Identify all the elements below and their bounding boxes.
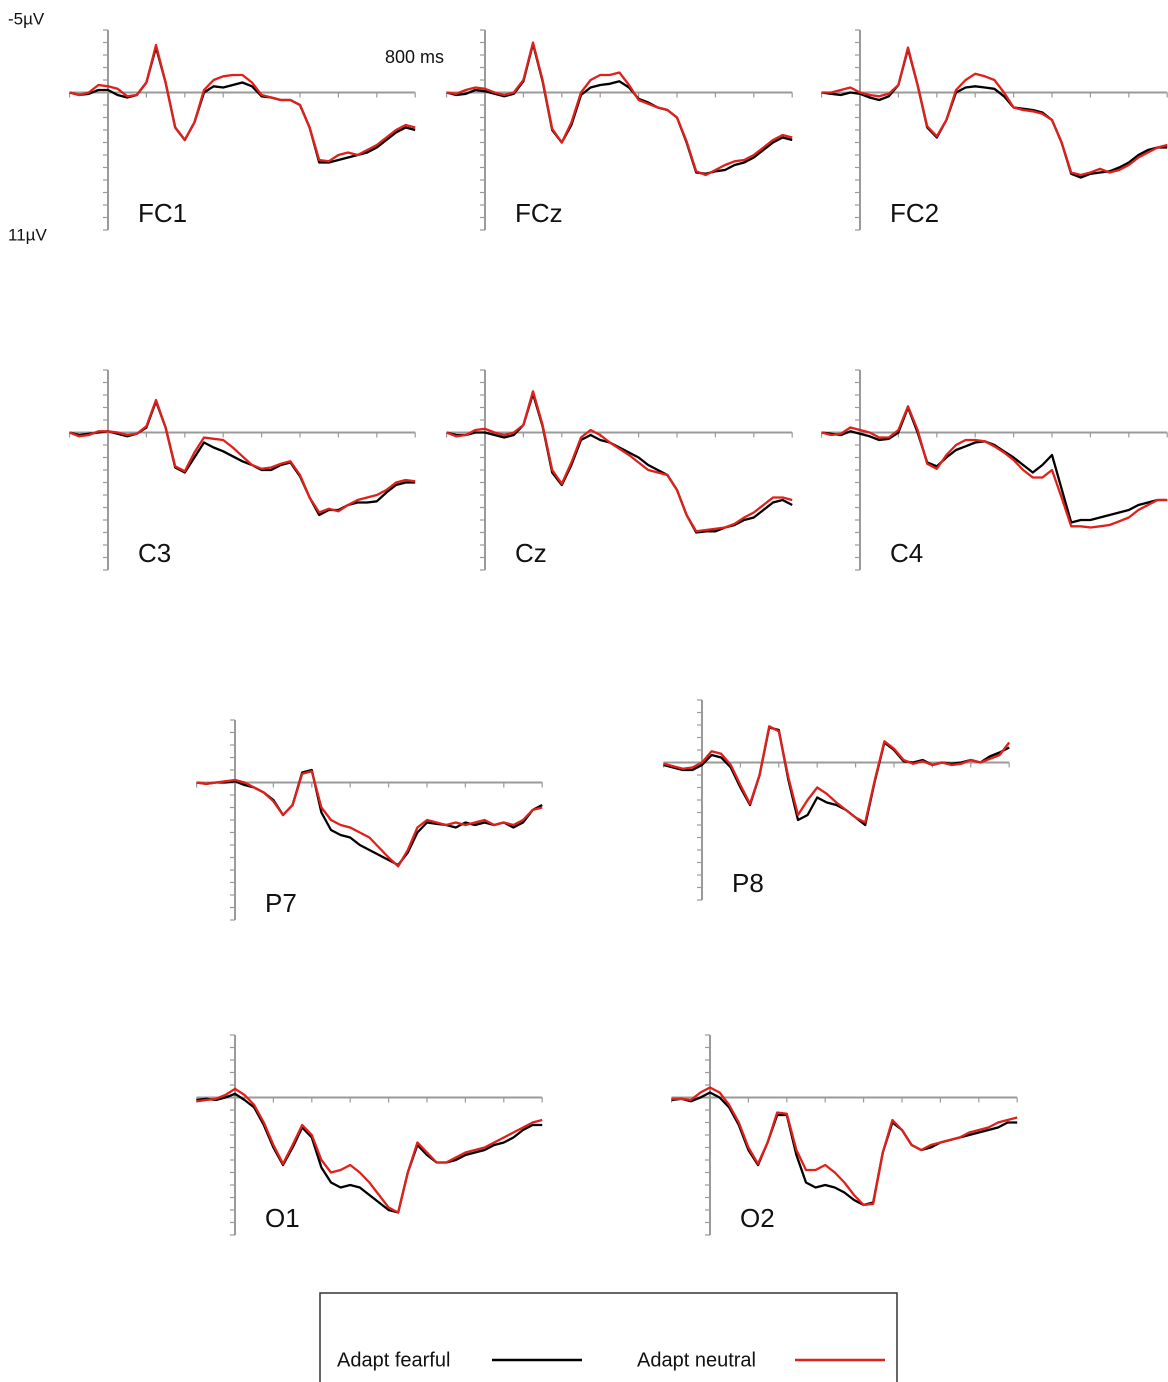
erp-line: [446, 41, 793, 177]
erp-line: [196, 770, 543, 868]
y-bottom-label: 11µV: [8, 225, 47, 244]
channel-label: O1: [265, 1203, 300, 1233]
erp-line: [196, 1087, 543, 1214]
erp-line: [821, 406, 1168, 524]
channel-label: FCz: [515, 198, 563, 228]
erp-line: [69, 398, 416, 514]
channel-label: Cz: [515, 538, 547, 568]
channel-label: FC2: [890, 198, 939, 228]
channel-label: P7: [265, 888, 297, 918]
legend-label: Adapt neutral: [637, 1349, 756, 1371]
erp-line: [821, 47, 1168, 179]
channel-label: C4: [890, 538, 923, 568]
erp-line: [69, 43, 416, 163]
erp-line: [446, 392, 793, 534]
channel-label: P8: [732, 868, 764, 898]
erp-line: [663, 725, 1011, 824]
erp-line: [69, 46, 416, 164]
erp-line: [821, 405, 1168, 529]
erp-line: [446, 390, 793, 533]
erp-line: [69, 400, 416, 517]
legend-label: Adapt fearful: [337, 1349, 450, 1371]
x-end-label: 800 ms: [385, 47, 444, 67]
legend-box: [319, 1292, 898, 1382]
erp-line: [446, 42, 793, 175]
channel-label: FC1: [138, 198, 187, 228]
erp-line: [671, 1091, 1018, 1207]
erp-line: [671, 1086, 1018, 1207]
erp-line: [196, 1092, 543, 1214]
y-top-label: -5µV: [8, 9, 45, 28]
channel-label: O2: [740, 1203, 775, 1233]
channel-label: C3: [138, 538, 171, 568]
erp-line: [821, 46, 1168, 177]
erp-line: [663, 726, 1010, 827]
